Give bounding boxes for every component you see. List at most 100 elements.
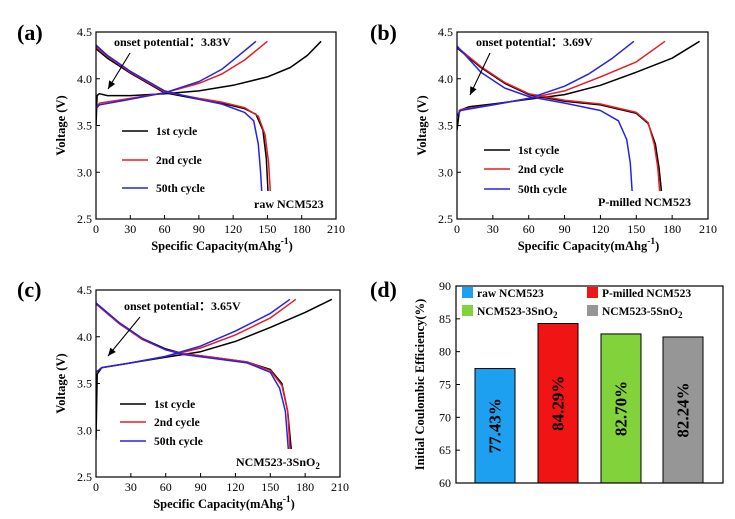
bar-3 xyxy=(600,333,642,484)
x-axis-title: Specific Capacity(mAhg-1) xyxy=(153,495,295,511)
sample-label-main: NCM523-3SnO xyxy=(236,455,315,469)
panel-label: (a) xyxy=(17,20,43,45)
sample-label: P-milled NCM523 xyxy=(598,195,691,209)
y-tick-label: 3.0 xyxy=(77,165,92,179)
series-3-charge-line xyxy=(96,298,291,373)
legend-label: 50th cycle xyxy=(154,436,203,448)
x-tick-label: 90 xyxy=(559,222,571,236)
x-tick-label: 180 xyxy=(296,480,314,494)
y-axis-title: Voltage (V) xyxy=(54,353,68,413)
onset-arrow-line xyxy=(107,316,141,357)
x-tick-label: 30 xyxy=(124,222,136,236)
series-3-discharge-line xyxy=(457,45,633,192)
y-axis-title: Initial Coulombic Efficiency(%) xyxy=(413,299,427,471)
onset-annotation: onset potential：3.69V xyxy=(476,35,593,49)
x-tick-label: 210 xyxy=(327,222,345,236)
legend-label: 1st cycle xyxy=(156,126,197,138)
panel-label: (d) xyxy=(370,277,397,302)
legend-label: NCM523-3SnO2 xyxy=(477,306,558,320)
x-tick-label: 150 xyxy=(261,480,279,494)
legend-label: 2nd cycle xyxy=(156,155,202,167)
y-tick-label: 75 xyxy=(439,378,451,392)
x-axis-title-exponent: -1 xyxy=(647,237,655,247)
legend-swatch xyxy=(462,287,473,298)
y-tick-label: 4.5 xyxy=(77,25,92,39)
legend-label-main: raw NCM523 xyxy=(477,288,544,300)
x-axis-title-exponent: -1 xyxy=(281,237,289,247)
y-tick-label: 3.5 xyxy=(438,119,453,133)
legend-label: 1st cycle xyxy=(518,145,559,157)
x-axis-title-exponent: -1 xyxy=(283,495,291,505)
x-tick-label: 180 xyxy=(663,222,681,236)
y-axis-title: Voltage (V) xyxy=(415,95,429,155)
legend-label-main: NCM523-3SnO xyxy=(477,306,553,318)
x-tick-label: 60 xyxy=(523,222,535,236)
x-tick-label: 30 xyxy=(487,222,499,236)
x-tick-label: 210 xyxy=(699,222,717,236)
onset-annotation: onset potential：3.65V xyxy=(124,299,241,313)
y-tick-label: 3.5 xyxy=(77,377,92,391)
y-tick-label: 90 xyxy=(439,279,451,293)
y-tick-label: 2.5 xyxy=(77,212,92,226)
x-tick-label: 120 xyxy=(224,222,242,236)
panel-a: (a) 0 30 60 90 120 150 180 210 2.5 3.0 3.5 4.0 4.5 Spe… xyxy=(17,20,345,253)
series-2-discharge-line xyxy=(96,303,291,450)
y-tick-label: 2.5 xyxy=(77,470,92,484)
onset-arrow-head xyxy=(108,347,116,356)
legend-label: NCM523-5SnO2 xyxy=(602,306,683,320)
series-1-discharge-line xyxy=(96,48,269,192)
series-3-charge-line xyxy=(457,40,635,117)
legend-label: 2nd cycle xyxy=(154,417,200,429)
x-tick-label: 90 xyxy=(195,480,207,494)
series-3-charge-line xyxy=(96,40,257,110)
x-axis-title-close: ) xyxy=(291,497,295,511)
y-tick-label: 3.0 xyxy=(438,165,453,179)
onset-annotation: onset potential：3.83V xyxy=(114,35,231,49)
x-tick-label: 60 xyxy=(159,222,171,236)
sample-label: raw NCM523 xyxy=(254,197,324,211)
legend-label: 50th cycle xyxy=(518,184,567,196)
curves xyxy=(457,40,700,192)
legend-label-subscript: 2 xyxy=(553,310,558,320)
bar-value-label: 82.70% xyxy=(612,381,631,436)
panel-c: (c) 0 30 60 90 120 150 180 210 2.5 3.0 3.5 4.0 4.5 Spe… xyxy=(17,277,349,511)
series-2-discharge-line xyxy=(457,46,661,192)
legend-swatch xyxy=(462,305,473,316)
sample-label-subscript: 2 xyxy=(315,461,320,471)
y-tick-label: 4.5 xyxy=(438,25,453,39)
x-tick-label: 150 xyxy=(258,222,276,236)
y-axis-title: Voltage (V) xyxy=(54,95,68,155)
x-tick-label: 120 xyxy=(591,222,609,236)
panel-b: (b) 0 30 60 90 120 150 180 210 2.5 3.0 3.5 4.0 4.5 Spe… xyxy=(370,20,717,253)
legend-label-main: P-milled NCM523 xyxy=(602,288,691,300)
panel-label: (c) xyxy=(17,277,41,302)
y-tick-label: 4.0 xyxy=(438,72,453,86)
plot-frame xyxy=(456,31,709,220)
legend-swatch xyxy=(587,305,598,316)
onset-arrow-head xyxy=(108,80,116,89)
panel-d: (d) 77.43% 84.29% 82.70% 82.24% 60 65 70 75 80 85 9… xyxy=(370,277,724,490)
legend-label: 50th cycle xyxy=(156,183,205,195)
y-tick-label: 60 xyxy=(439,476,451,490)
y-tick-label: 4.5 xyxy=(77,283,92,297)
bar-value-label: 77.43% xyxy=(486,398,505,453)
y-tick-label: 85 xyxy=(439,312,451,326)
x-axis-title: Specific Capacity(mAhg-1) xyxy=(151,237,293,253)
sample-label: NCM523-3SnO2 xyxy=(236,455,320,471)
bar-value-label: 84.29% xyxy=(549,376,568,431)
series-1-charge-line xyxy=(96,40,322,126)
legend-label-main: NCM523-5SnO xyxy=(602,306,678,318)
y-tick-label: 70 xyxy=(439,410,451,424)
panel-label: (b) xyxy=(370,20,397,45)
x-tick-label: 90 xyxy=(193,222,205,236)
legend-label-subscript: 2 xyxy=(678,310,683,320)
legend-label: 1st cycle xyxy=(154,399,195,411)
plot-frame xyxy=(95,289,341,478)
series-2-charge-line xyxy=(457,40,666,117)
x-tick-label: 150 xyxy=(627,222,645,236)
sample-label-main: raw NCM523 xyxy=(254,197,324,211)
bar-value-label: 82.24% xyxy=(674,382,693,437)
x-tick-label: 60 xyxy=(160,480,172,494)
y-tick-label: 3.0 xyxy=(77,423,92,437)
